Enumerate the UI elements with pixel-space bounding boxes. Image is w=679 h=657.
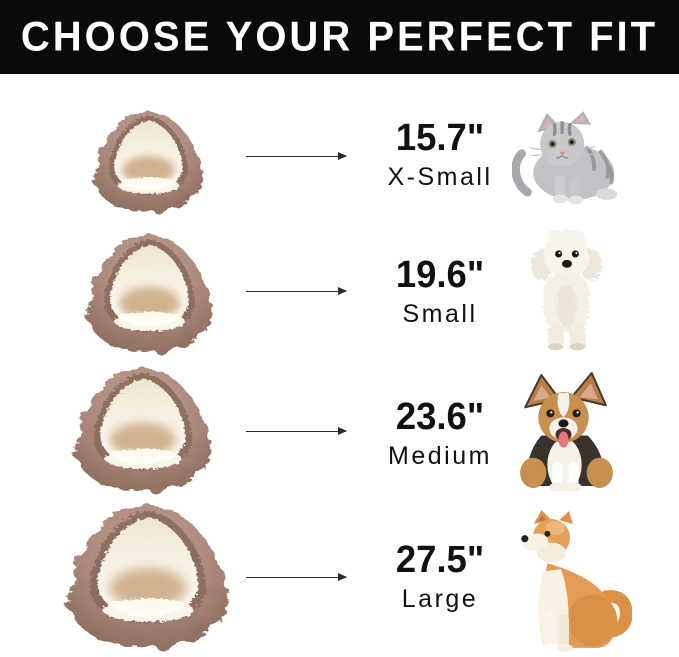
size-label: Small: [402, 300, 478, 328]
pet-bed-small-image: [73, 228, 226, 356]
size-label: X-Small: [387, 163, 493, 191]
size-block-x-small: 15.7" X-Small: [356, 119, 524, 190]
corgi-image: [520, 372, 613, 492]
size-measurement: 23.6": [395, 396, 485, 438]
shiba-inu-image: [521, 510, 632, 652]
arrow-right-icon: [246, 573, 347, 581]
pet-bed-large-image: [50, 497, 246, 652]
size-block-small: 19.6" Small: [356, 256, 524, 327]
size-measurement: 19.6": [395, 254, 485, 296]
pet-bed-x-small-image: [82, 106, 215, 215]
header-banner: CHOOSE YOUR PERFECT FIT: [0, 0, 679, 74]
size-label: Large: [401, 585, 479, 613]
size-measurement: 27.5": [395, 539, 485, 581]
size-label: Medium: [388, 442, 492, 470]
bichon-puppy-image: [530, 228, 603, 351]
arrow-right-icon: [246, 152, 347, 160]
kitten-image: [512, 111, 618, 204]
size-measurement: 15.7": [395, 117, 485, 159]
pet-bed-medium-image: [60, 361, 226, 495]
page-title: CHOOSE YOUR PERFECT FIT: [20, 13, 659, 60]
size-block-medium: 23.6" Medium: [356, 398, 524, 469]
arrow-right-icon: [246, 427, 347, 435]
size-block-large: 27.5" Large: [356, 541, 524, 612]
arrow-right-icon: [246, 287, 347, 295]
